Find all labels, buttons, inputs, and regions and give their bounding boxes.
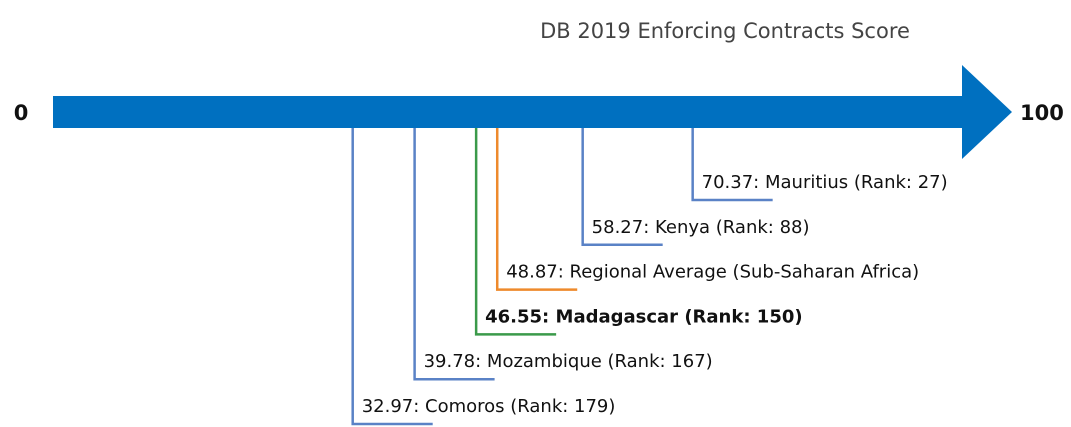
leader-line: [691, 128, 773, 202]
value-label: 39.78: Mozambique (Rank: 167): [424, 351, 713, 372]
leader-line: [581, 128, 663, 247]
value-label: 58.27: Kenya (Rank: 88): [592, 217, 810, 238]
leader-line: [413, 128, 495, 381]
leader-line: [474, 128, 557, 336]
chart-title: DB 2019 Enforcing Contracts Score: [540, 19, 910, 43]
value-label: 70.37: Mauritius (Rank: 27): [702, 172, 948, 193]
value-label: 32.97: Comoros (Rank: 179): [362, 396, 616, 417]
leader-line: [495, 128, 578, 291]
x-tick-label: 0: [14, 101, 29, 125]
axis-arrow: [53, 65, 1012, 159]
value-label: 46.55: Madagascar (Rank: 150): [485, 306, 802, 327]
value-label: 48.87: Regional Average (Sub-Saharan Afr…: [506, 262, 919, 283]
leader-line: [351, 128, 433, 426]
x-tick-label: 100: [1020, 101, 1064, 125]
